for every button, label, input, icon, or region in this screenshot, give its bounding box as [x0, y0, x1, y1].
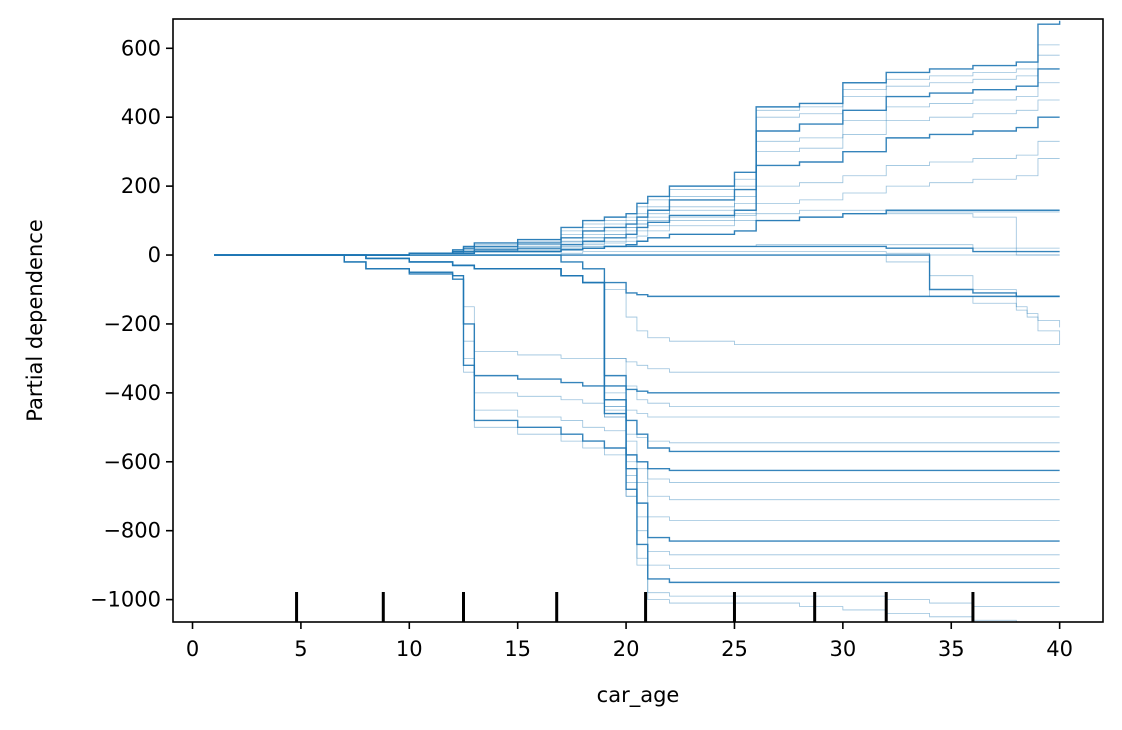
x-tick-label: 25 — [721, 637, 748, 661]
x-tick-label: 20 — [613, 637, 640, 661]
x-tick-label: 30 — [829, 637, 856, 661]
axes-frame — [172, 18, 1104, 623]
x-axis-label: car_age — [597, 683, 680, 708]
y-tick-label: 400 — [121, 105, 161, 129]
x-axis: 0 5 10 15 20 25 30 35 40 — [186, 622, 1073, 661]
ice-line — [214, 245, 1060, 256]
ice-line — [214, 254, 1060, 607]
y-tick-label: −1000 — [90, 588, 161, 612]
ice-line — [214, 140, 1060, 256]
ice-line — [214, 209, 1060, 256]
ice-line — [214, 254, 1061, 328]
ice-line — [214, 116, 1060, 256]
y-axis-label: Partial dependence — [23, 219, 47, 422]
ice-line — [214, 254, 1060, 298]
y-tick-label: −400 — [103, 381, 161, 405]
ice-line — [214, 254, 1060, 453]
decile-marks — [295, 592, 975, 622]
ice-line — [214, 254, 1060, 346]
x-tick-label: 15 — [504, 637, 531, 661]
x-tick-label: 10 — [396, 637, 423, 661]
ice-line — [214, 254, 1060, 622]
y-tick-label: 200 — [121, 174, 161, 198]
ice-line — [214, 54, 1060, 256]
ice-line — [214, 254, 1060, 373]
ice-line — [214, 254, 1060, 472]
ice-line — [214, 254, 1060, 483]
ice-lines — [214, 20, 1061, 622]
y-tick-label: −200 — [103, 312, 161, 336]
x-tick-label: 35 — [938, 637, 965, 661]
y-tick-label: 600 — [121, 36, 161, 60]
y-tick-label: −600 — [103, 450, 161, 474]
ice-line — [214, 158, 1060, 256]
y-axis: −1000 −800 −600 −400 −200 0 200 400 600 — [90, 36, 173, 612]
y-tick-label: 0 — [148, 243, 161, 267]
x-tick-label: 0 — [186, 637, 199, 661]
ice-line — [214, 254, 1060, 444]
ice-line — [214, 44, 1060, 256]
x-tick-label: 5 — [294, 637, 307, 661]
ice-line — [214, 254, 1060, 584]
x-tick-label: 40 — [1046, 637, 1073, 661]
y-tick-label: −800 — [103, 519, 161, 543]
